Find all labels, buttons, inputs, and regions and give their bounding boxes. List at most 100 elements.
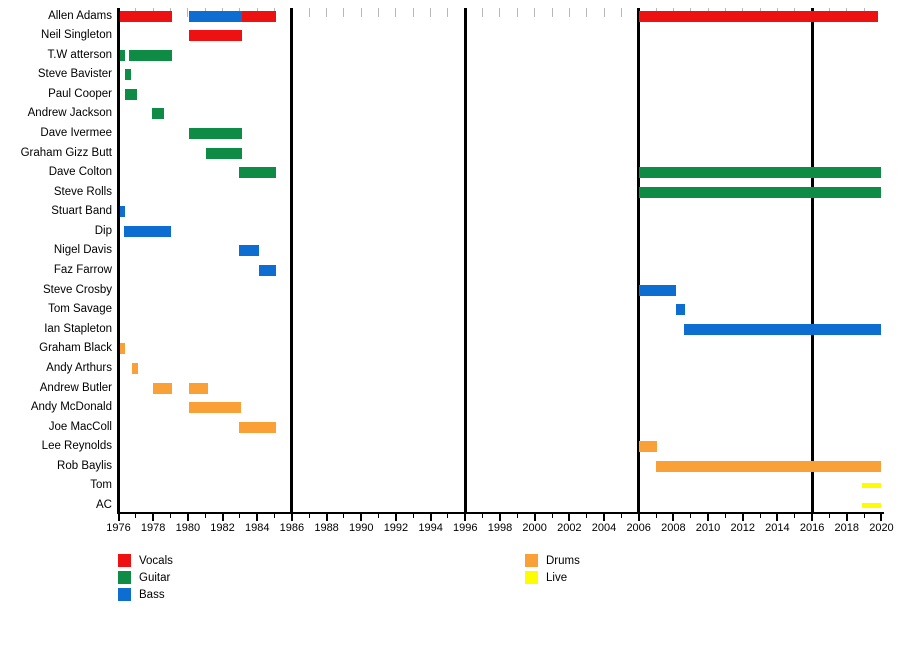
timeline-bar-bass — [239, 245, 259, 257]
timeline-bar-guitar — [206, 147, 242, 159]
x-major-tick — [498, 514, 501, 521]
x-minor-tick — [204, 514, 206, 518]
timeline-bar-bass — [123, 225, 172, 237]
top-year-tick — [620, 8, 622, 17]
timeline-bar-bass — [683, 323, 882, 335]
timeline-bar-vocals — [188, 30, 242, 42]
x-major-tick — [637, 514, 640, 521]
x-tick-label: 1998 — [487, 522, 513, 534]
top-year-tick — [516, 8, 518, 17]
x-major-tick — [464, 514, 467, 521]
x-tick-label: 1992 — [383, 522, 409, 534]
legend-label-bass: Bass — [139, 589, 165, 601]
x-major-tick — [290, 514, 293, 521]
member-row-label: Neil Singleton — [41, 29, 112, 42]
legend-label-live: Live — [546, 572, 568, 584]
member-row-label: Tom Savage — [48, 303, 112, 316]
member-row-label: Andrew Butler — [39, 381, 112, 394]
legend-label-guitar: Guitar — [139, 572, 171, 584]
top-year-tick — [447, 8, 449, 17]
x-tick-label: 1988 — [314, 522, 339, 534]
member-row-label: Ian Stapleton — [44, 322, 112, 335]
x-tick-label: 1994 — [418, 522, 443, 534]
x-minor-tick — [274, 514, 276, 518]
x-tick-label: 2018 — [834, 522, 859, 534]
timeline-bar-bass — [638, 284, 676, 296]
top-year-tick — [326, 8, 328, 17]
timeline-bar-drums — [131, 362, 138, 374]
x-tick-label: 2012 — [730, 522, 755, 534]
x-tick-label: 2004 — [591, 522, 617, 534]
x-minor-tick — [516, 514, 518, 518]
timeline-bar-live — [862, 503, 882, 508]
timeline-bar-bass — [675, 304, 685, 316]
x-major-tick — [707, 514, 710, 521]
timeline-bar-guitar — [638, 186, 882, 198]
x-tick-label: 2006 — [626, 522, 651, 534]
event-line-2006 — [637, 8, 641, 512]
timeline-bar-guitar — [188, 127, 242, 139]
timeline-bar-drums — [638, 441, 657, 453]
member-row-label: Steve Crosby — [42, 283, 112, 296]
timeline-bar-guitar — [128, 49, 173, 61]
x-major-tick — [533, 514, 536, 521]
timeline-bar-bass — [188, 10, 242, 22]
top-year-tick — [395, 8, 397, 17]
top-year-tick — [534, 8, 536, 17]
x-major-tick — [186, 514, 189, 521]
event-line-1986 — [290, 8, 294, 512]
top-year-tick — [343, 8, 345, 17]
top-year-tick — [603, 8, 605, 17]
x-minor-tick — [170, 514, 172, 518]
x-tick-label: 2002 — [557, 522, 582, 534]
member-row-label: Graham Gizz Butt — [20, 146, 112, 159]
member-row-label: Nigel Davis — [53, 244, 112, 257]
legend-swatch-bass — [118, 588, 131, 601]
member-row-label: Dip — [94, 224, 112, 237]
y-axis-line — [117, 8, 120, 512]
x-major-tick — [394, 514, 397, 521]
legend-swatch-vocals — [118, 554, 131, 567]
x-tick-label: 2020 — [869, 522, 894, 534]
timeline-bar-drums — [239, 421, 277, 433]
x-minor-tick — [551, 514, 553, 518]
x-major-tick — [880, 514, 883, 521]
timeline-bar-guitar — [152, 108, 165, 120]
member-row-label: Dave Ivermee — [40, 126, 112, 139]
member-row-label: T.W atterson — [47, 48, 112, 61]
x-major-tick — [221, 514, 224, 521]
legend-label-drums: Drums — [546, 555, 580, 567]
timeline-bar-vocals — [120, 10, 173, 22]
x-minor-tick — [690, 514, 692, 518]
timeline-bar-drums — [188, 382, 208, 394]
legend-swatch-guitar — [118, 571, 131, 584]
x-minor-tick — [239, 514, 241, 518]
x-minor-tick — [412, 514, 414, 518]
timeline-bar-vocals — [241, 10, 277, 22]
x-minor-tick — [482, 514, 484, 518]
top-year-tick — [430, 8, 432, 17]
member-row-label: Lee Reynolds — [41, 440, 112, 453]
legend-label-vocals: Vocals — [139, 555, 173, 567]
x-major-tick — [152, 514, 155, 521]
member-row-label: Joe MacColl — [48, 420, 112, 433]
legend-swatch-drums — [525, 554, 538, 567]
x-tick-label: 1978 — [140, 522, 166, 534]
top-year-tick — [412, 8, 414, 17]
timeline-bar-guitar — [638, 167, 882, 179]
x-minor-tick — [655, 514, 657, 518]
x-major-tick — [117, 514, 120, 521]
x-major-tick — [360, 514, 363, 521]
timeline-bar-guitar — [239, 167, 277, 179]
x-minor-tick — [378, 514, 380, 518]
x-minor-tick — [135, 514, 137, 518]
x-major-tick — [741, 514, 744, 521]
legend-swatch-live — [525, 571, 538, 584]
top-year-tick — [378, 8, 380, 17]
x-tick-label: 1986 — [279, 522, 305, 534]
member-row-label: Andy McDonald — [30, 401, 112, 414]
x-minor-tick — [794, 514, 796, 518]
timeline-bar-bass — [120, 206, 126, 218]
x-major-tick — [568, 514, 571, 521]
x-tick-label: 2000 — [522, 522, 547, 534]
